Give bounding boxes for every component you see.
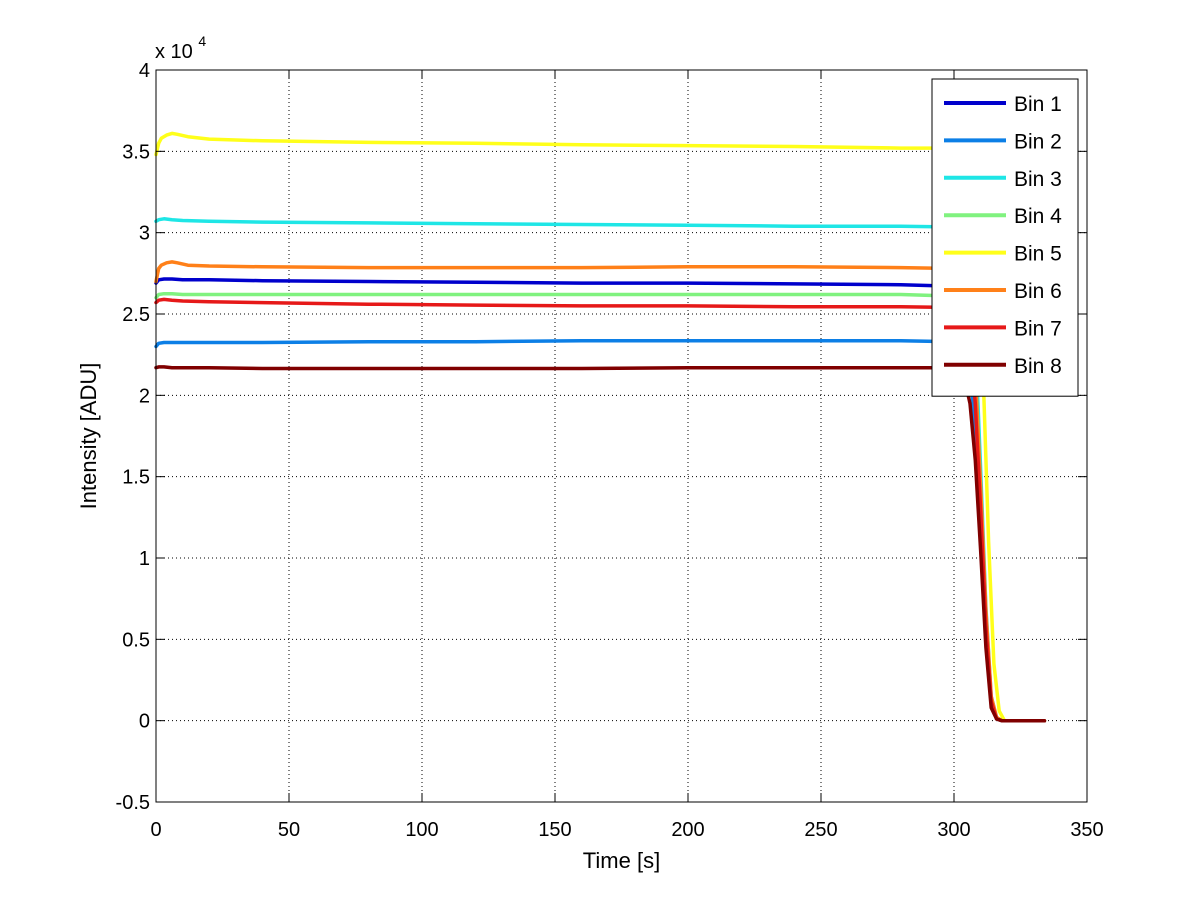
x-tick-label: 250 [804,819,837,841]
x-tick-label: 350 [1070,819,1103,841]
series-line-bin-4 [154,291,1047,723]
y-tick-label: 2.5 [122,304,150,326]
legend-label: Bin 2 [1014,130,1062,153]
legend-label: Bin 1 [1014,93,1062,116]
x-tick-label: 150 [538,819,571,841]
y-axis-multiplier: x 10 4 [155,33,206,63]
y-multiplier-base: x 10 [155,41,193,63]
y-tick-label: 4 [139,60,150,82]
y-tick-label: 2 [139,385,150,407]
legend-box [931,78,1079,397]
legend-label: Bin 3 [1014,168,1062,191]
y-multiplier-exponent: 4 [198,33,206,49]
axis-ticks: 0 50 100 150 200 250 300 350-0.500.511.522.533.… [116,60,1104,841]
data-series [154,131,1047,723]
plot-frame [155,69,1088,803]
legend-label: Bin 5 [1014,243,1062,266]
x-tick-label: 50 [278,819,300,841]
y-tick-label: -0.5 [116,792,150,814]
y-axis-label: Intensity [ADU] [76,363,101,510]
y-tick-label: 0 [139,711,150,733]
x-tick-label: 200 [671,819,704,841]
x-tick-label: 0 [150,819,161,841]
legend-label: Bin 7 [1014,317,1062,340]
legend-label: Bin 8 [1014,355,1062,378]
series-line-bin-5 [154,131,1047,723]
y-tick-label: 0.5 [122,629,150,651]
y-tick-label: 3.5 [122,141,150,163]
series-line-bin-8 [154,365,1047,723]
x-tick-label: 300 [937,819,970,841]
x-tick-label: 100 [405,819,438,841]
legend-label: Bin 4 [1014,205,1062,228]
y-tick-label: 1 [139,548,150,570]
legend-label: Bin 6 [1014,280,1062,303]
legend: Bin 1 Bin 2 Bin 3 Bin 4 Bin 5 Bin 6 Bin 7 Bin 8 [931,78,1079,397]
y-tick-label: 3 [139,223,150,245]
y-tick-label: 1.5 [122,467,150,489]
x-axis-label: Time [s] [583,848,660,873]
